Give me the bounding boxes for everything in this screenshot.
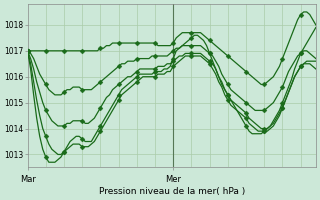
- X-axis label: Pression niveau de la mer( hPa ): Pression niveau de la mer( hPa ): [99, 187, 245, 196]
